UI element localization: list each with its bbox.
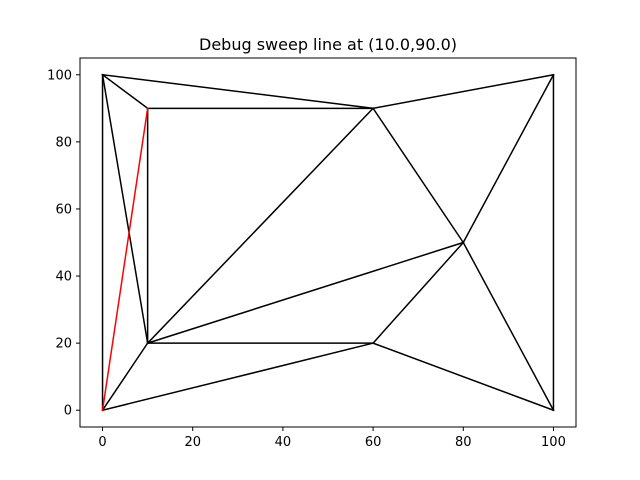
x-tick-label-4: 80 [455,435,472,450]
plot-area [101,73,555,412]
sweep-segment-1-0 [101,107,149,412]
edge-segment-0-2 [101,73,374,110]
edge-segment-0-16 [462,241,555,412]
x-tick-label-2: 40 [275,435,292,450]
edge-segment-0-9 [146,241,465,345]
x-tick-label-1: 20 [184,435,201,450]
segments-layer [101,73,555,412]
edge-segment-0-8 [146,107,375,345]
y-tick-label-3: 60 [55,202,72,217]
chart-title: Debug sweep line at (10.0,90.0) [199,35,457,54]
edge-segment-0-13 [372,107,465,244]
y-tick-label-4: 80 [55,135,72,150]
edge-segment-0-5 [101,342,374,412]
y-tick-label-2: 40 [55,270,72,285]
edge-segment-0-1 [101,73,149,110]
edge-segment-0-12 [372,342,555,412]
edge-segment-0-15 [462,73,555,244]
y-tick-label-0: 0 [64,404,72,419]
y-tick-label-1: 20 [55,337,72,352]
y-tick-label-5: 100 [47,68,72,83]
edge-segment-0-11 [372,241,465,345]
edge-segment-0-4 [101,342,149,412]
x-tick-label-0: 0 [98,435,106,450]
x-tick-label-5: 100 [541,435,566,450]
edge-segment-0-14 [372,73,555,110]
x-tick-label-3: 60 [365,435,382,450]
ticks-layer: 0 20 40 60 80 100 0 20 40 60 80 100 [47,68,566,450]
axes-frame [79,57,577,428]
edge-segment-0-3 [101,73,149,345]
